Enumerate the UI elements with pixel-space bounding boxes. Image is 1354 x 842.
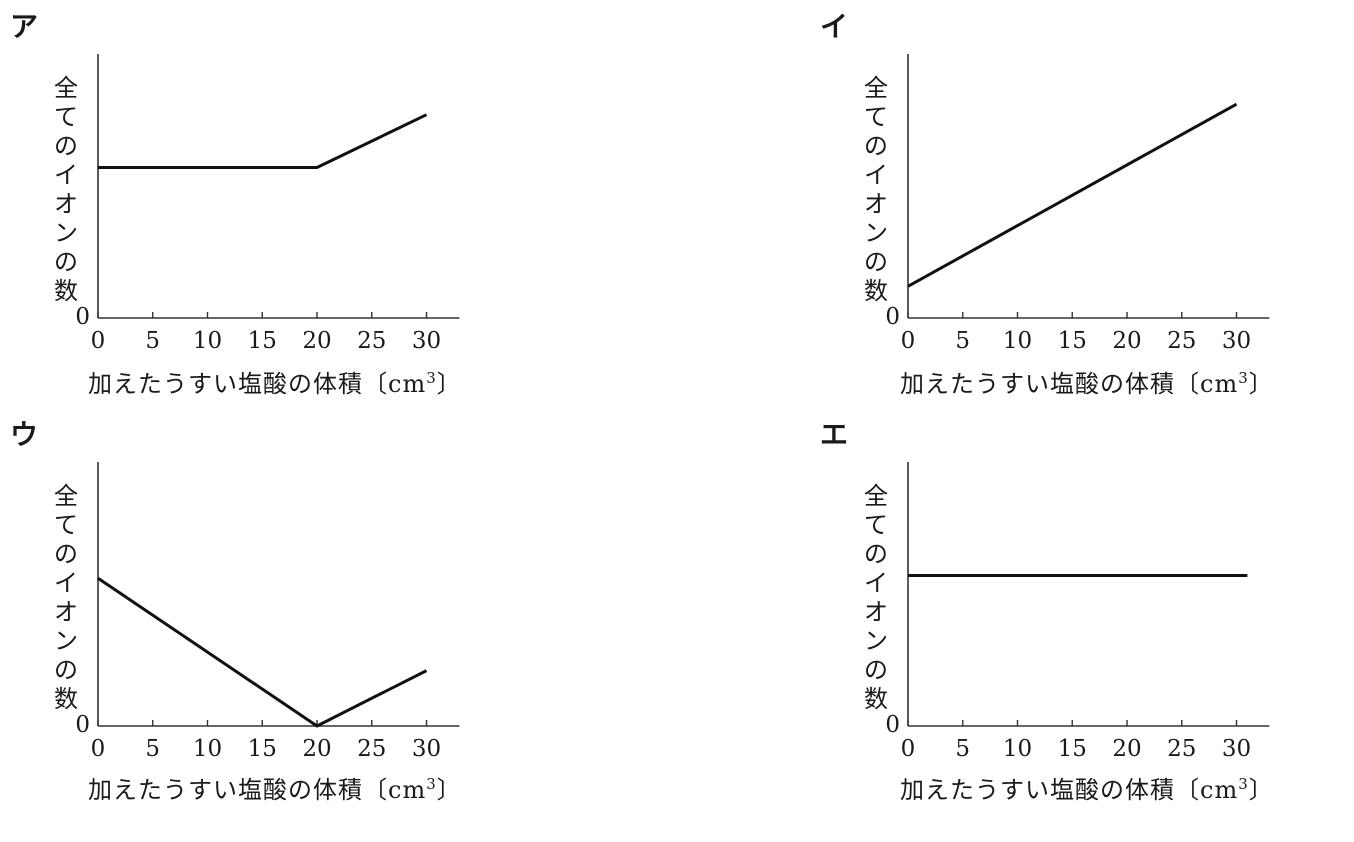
- x-tick-label: 5: [145, 736, 160, 762]
- y-axis-label-char: イ: [54, 569, 78, 597]
- x-tick-label: 0: [91, 328, 106, 354]
- y-axis-label: 全てのイオンの数: [54, 74, 78, 306]
- x-axis-label: 加えたうすい塩酸の体積〔cm3〕: [88, 364, 462, 399]
- x-tick-label: 30: [1222, 736, 1251, 762]
- chart-panel-a: ア 全てのイオンの数 0 5 10 15 20 25 30 0 加えたうすい塩酸の体積〔cm3…: [10, 12, 570, 422]
- x-axis-label: 加えたうすい塩酸の体積〔cm3〕: [900, 770, 1274, 805]
- y-axis-label-char: 数: [864, 685, 888, 713]
- x-tick-label: 15: [248, 736, 277, 762]
- y-axis-label-char: 数: [864, 277, 888, 305]
- y-tick-label: 0: [75, 712, 90, 738]
- series-line: [98, 113, 428, 169]
- y-axis-label-char: オ: [864, 190, 888, 218]
- y-axis-label-char: イ: [54, 161, 78, 189]
- y-axis-label: 全てのイオンの数: [864, 482, 888, 714]
- y-axis-label-char: ン: [864, 219, 888, 247]
- x-tick-label: 30: [1222, 328, 1251, 354]
- x-tick-label: 20: [1112, 736, 1141, 762]
- y-axis-label-char: の: [54, 540, 78, 568]
- y-tick-label: 0: [75, 304, 90, 330]
- y-axis-label-char: て: [54, 103, 78, 131]
- series-line: [907, 102, 1238, 288]
- y-axis-label-char: オ: [864, 598, 888, 626]
- x-tick-label: 30: [412, 736, 441, 762]
- y-axis-label-char: ン: [54, 627, 78, 655]
- x-axis-label-bracket: 〕: [436, 776, 462, 804]
- x-tick-label: 0: [901, 736, 916, 762]
- y-axis-label-char: の: [864, 248, 888, 276]
- chart-panel-e: エ 全てのイオンの数 0 5 10 15 20 25 30 0 加えたうすい塩酸の体積〔cm3…: [820, 420, 1354, 830]
- panel-label: ウ: [10, 418, 39, 451]
- x-tick-label: 25: [357, 736, 386, 762]
- x-axis-label-text: 加えたうすい塩酸の体積〔cm: [88, 370, 427, 398]
- y-axis-label-char: 全: [864, 74, 888, 102]
- x-tick-label: 20: [1112, 328, 1141, 354]
- x-axis-label: 加えたうすい塩酸の体積〔cm3〕: [88, 770, 462, 805]
- y-axis-label-char: イ: [864, 161, 888, 189]
- x-axis-label-text: 加えたうすい塩酸の体積〔cm: [900, 776, 1239, 804]
- y-tick-label: 0: [885, 712, 900, 738]
- chart-panel-i: イ 全てのイオンの数 0 5 10 15 20 25 30 0 加えたうすい塩酸の体積〔cm3…: [820, 12, 1354, 422]
- x-axis-label-bracket: 〕: [1248, 776, 1274, 804]
- chart-panel-u: ウ 全てのイオンの数 0 5 10 15 20 25 30 0 加えたうすい塩酸の体積〔cm3…: [10, 420, 570, 830]
- x-tick-label: 5: [955, 328, 970, 354]
- y-axis-label: 全てのイオンの数: [864, 74, 888, 306]
- panel-label: ア: [10, 10, 39, 43]
- y-axis-label-char: て: [864, 511, 888, 539]
- x-tick-label: 10: [193, 736, 222, 762]
- x-tick-label: 15: [1058, 328, 1087, 354]
- panel-label: イ: [820, 10, 849, 43]
- x-axis-label-bracket: 〕: [436, 370, 462, 398]
- x-tick-label: 15: [248, 328, 277, 354]
- line-chart: 0 5 10 15 20 25 30 0: [885, 54, 1270, 354]
- x-tick-label: 0: [901, 328, 916, 354]
- y-axis-label-char: て: [864, 103, 888, 131]
- y-axis-label-char: て: [54, 511, 78, 539]
- y-axis-label-char: 全: [54, 74, 78, 102]
- y-axis-label: 全てのイオンの数: [54, 482, 78, 714]
- y-axis-label-char: の: [864, 132, 888, 160]
- x-tick-label: 10: [1003, 328, 1032, 354]
- y-axis-label-char: 全: [864, 482, 888, 510]
- line-chart: 0 5 10 15 20 25 30 0: [75, 54, 460, 354]
- y-axis-label-char: 数: [54, 685, 78, 713]
- x-axis-label-superscript: 3: [1238, 775, 1249, 793]
- y-axis-label-char: の: [864, 540, 888, 568]
- x-axis-label-bracket: 〕: [1248, 370, 1274, 398]
- x-tick-label: 25: [1167, 328, 1196, 354]
- series-line: [97, 576, 428, 728]
- x-tick-label: 5: [145, 328, 160, 354]
- x-axis-label-text: 加えたうすい塩酸の体積〔cm: [88, 776, 427, 804]
- y-axis-label-char: イ: [864, 569, 888, 597]
- x-tick-label: 10: [193, 328, 222, 354]
- x-tick-label: 15: [1058, 736, 1087, 762]
- x-axis-label-superscript: 3: [1238, 369, 1249, 387]
- y-axis-label-char: の: [864, 656, 888, 684]
- y-axis-label-char: オ: [54, 598, 78, 626]
- y-axis-label-char: の: [54, 132, 78, 160]
- y-axis-label-char: の: [54, 248, 78, 276]
- x-tick-label: 30: [412, 328, 441, 354]
- x-tick-label: 25: [357, 328, 386, 354]
- line-chart: 0 5 10 15 20 25 30 0: [75, 462, 460, 762]
- y-tick-label: 0: [885, 304, 900, 330]
- x-axis-label-superscript: 3: [426, 369, 437, 387]
- x-tick-label: 5: [955, 736, 970, 762]
- x-axis-label-text: 加えたうすい塩酸の体積〔cm: [900, 370, 1239, 398]
- x-tick-label: 0: [91, 736, 106, 762]
- y-axis-label-char: ン: [54, 219, 78, 247]
- panel-label: エ: [820, 418, 849, 451]
- x-tick-label: 20: [302, 328, 331, 354]
- x-tick-label: 10: [1003, 736, 1032, 762]
- line-chart: 0 5 10 15 20 25 30 0: [885, 462, 1270, 762]
- x-axis-label: 加えたうすい塩酸の体積〔cm3〕: [900, 364, 1274, 399]
- y-axis-label-char: 数: [54, 277, 78, 305]
- y-axis-label-char: オ: [54, 190, 78, 218]
- x-tick-label: 25: [1167, 736, 1196, 762]
- y-axis-label-char: 全: [54, 482, 78, 510]
- y-axis-label-char: ン: [864, 627, 888, 655]
- y-axis-label-char: の: [54, 656, 78, 684]
- x-axis-label-superscript: 3: [426, 775, 437, 793]
- x-tick-label: 20: [302, 736, 331, 762]
